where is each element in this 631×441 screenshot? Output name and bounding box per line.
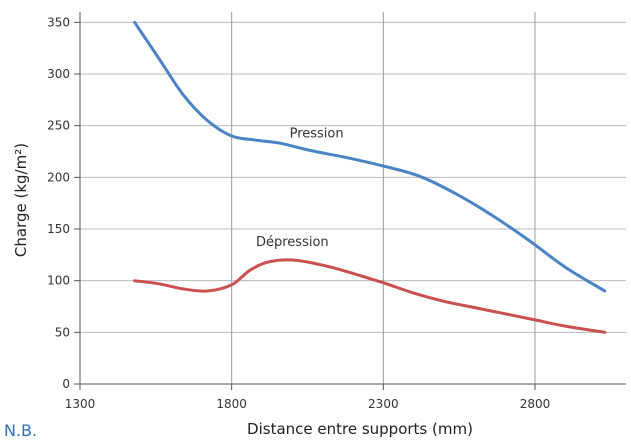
y-tick-label-250: 250 (47, 119, 70, 133)
x-tick-label-2300: 2300 (368, 397, 399, 411)
axes (74, 12, 626, 390)
y-tick-label-150: 150 (47, 222, 70, 236)
y-tick-label-50: 50 (55, 325, 70, 339)
series-line-pression (133, 20, 607, 293)
y-axis-title: Charge (kg/m²) (12, 143, 30, 257)
y-tick-label-0: 0 (62, 377, 70, 391)
x-axis-title: Distance entre supports (mm) (247, 420, 473, 438)
series-label-depression: Dépression (256, 235, 329, 250)
tick-labels: 0 50 100 150 200 250 300 350 1300 1800 2300 2800 (47, 15, 550, 411)
series-label-pression: Pression (290, 127, 344, 142)
y-tick-label-300: 300 (47, 67, 70, 81)
series-line-depression (133, 258, 607, 334)
series-layer: Pression Dépression (133, 20, 607, 334)
x-tick-label-2800: 2800 (520, 397, 551, 411)
y-tick-label-100: 100 (47, 274, 70, 288)
grid-lines (80, 12, 626, 384)
y-tick-label-350: 350 (47, 15, 70, 29)
x-tick-label-1800: 1800 (216, 397, 247, 411)
x-tick-label-1300: 1300 (65, 397, 96, 411)
y-tick-label-200: 200 (47, 170, 70, 184)
footnote: N.B. (4, 421, 38, 440)
